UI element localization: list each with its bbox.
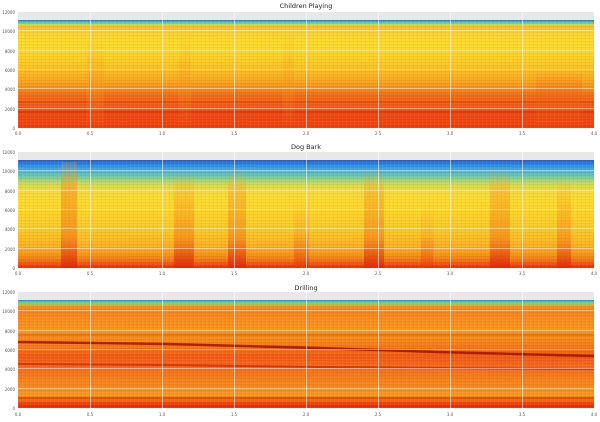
x-tick: 1.5 <box>230 271 238 276</box>
y-tick: 2000 <box>4 247 15 252</box>
y-tick: 12000 <box>2 150 15 155</box>
chart-title: Children Playing <box>279 2 333 10</box>
y-tick: 8000 <box>4 329 15 334</box>
y-tick: 2000 <box>4 107 15 112</box>
x-tick: 3.5 <box>518 131 526 136</box>
x-tick: 3.5 <box>518 412 526 417</box>
x-tick: 0.0 <box>14 131 22 136</box>
y-tick: 6000 <box>4 68 15 73</box>
y-tick: 8000 <box>4 49 15 54</box>
x-tick: 2.5 <box>374 271 382 276</box>
x-tick: 2.0 <box>302 271 310 276</box>
y-tick: 10000 <box>2 169 15 174</box>
x-tick: 0.5 <box>86 271 94 276</box>
chart-title: Drilling <box>294 284 318 292</box>
y-tick: 4000 <box>4 227 15 232</box>
x-tick: 1.0 <box>158 271 166 276</box>
x-tick: 1.5 <box>230 412 238 417</box>
spectrogram-panel-drilling: Drilling 12000 10000 8000 6000 4000 2000… <box>0 280 600 422</box>
spectrogram-panel-children-playing: Children Playing 12000 10000 8000 6000 4… <box>0 0 600 140</box>
spectrogram-plot <box>18 292 594 408</box>
x-tick: 1.0 <box>158 412 166 417</box>
spectrogram-plot <box>18 152 594 268</box>
y-tick: 8000 <box>4 189 15 194</box>
x-tick: 3.0 <box>446 271 454 276</box>
spectrogram-panel-dog-bark: Dog Bark 12000 10000 8000 6000 4000 2000… <box>0 140 600 280</box>
chart-title: Dog Bark <box>290 143 322 151</box>
x-tick: 0.0 <box>14 412 22 417</box>
y-tick: 0 <box>12 406 15 411</box>
y-tick: 10000 <box>2 309 15 314</box>
x-tick: 3.0 <box>446 131 454 136</box>
y-tick: 12000 <box>2 290 15 295</box>
y-tick: 2000 <box>4 387 15 392</box>
x-tick: 1.5 <box>230 131 238 136</box>
y-tick: 10000 <box>2 29 15 34</box>
y-tick: 0 <box>12 266 15 271</box>
x-tick: 2.0 <box>302 131 310 136</box>
y-tick: 6000 <box>4 208 15 213</box>
x-tick: 2.5 <box>374 412 382 417</box>
x-tick: 4.0 <box>590 131 598 136</box>
x-tick: 3.0 <box>446 412 454 417</box>
x-tick: 1.0 <box>158 131 166 136</box>
x-tick: 0.5 <box>86 412 94 417</box>
x-tick: 0.0 <box>14 271 22 276</box>
x-tick: 4.0 <box>590 271 598 276</box>
spectrogram-plot <box>18 12 594 128</box>
x-tick: 2.0 <box>302 412 310 417</box>
x-tick: 3.5 <box>518 271 526 276</box>
y-tick: 4000 <box>4 87 15 92</box>
y-tick: 0 <box>12 126 15 131</box>
x-tick: 2.5 <box>374 131 382 136</box>
y-tick: 4000 <box>4 367 15 372</box>
x-tick: 0.5 <box>86 131 94 136</box>
y-tick: 12000 <box>2 10 15 15</box>
y-tick: 6000 <box>4 348 15 353</box>
x-tick: 4.0 <box>590 412 598 417</box>
